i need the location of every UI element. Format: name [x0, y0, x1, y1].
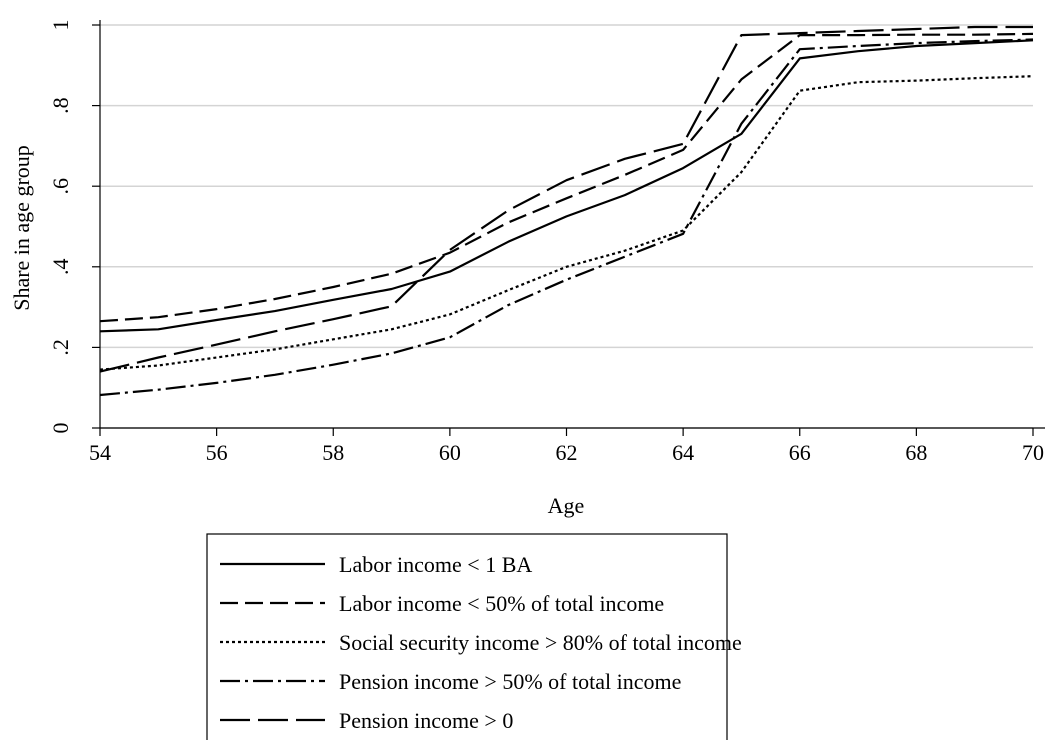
legend-label-3: Social security income > 80% of total in… — [339, 630, 742, 655]
y-axis-label: Share in age group — [9, 145, 34, 311]
y-tick-label: .2 — [48, 339, 73, 356]
legend-box — [206, 533, 728, 740]
series-line-5 — [99, 25, 1033, 373]
series-line-3 — [99, 75, 1034, 371]
y-tick-label: 1 — [48, 20, 73, 31]
x-tick-label: 68 — [905, 440, 927, 465]
legend-label-4: Pension income > 50% of total income — [339, 669, 681, 694]
x-tick-label: 54 — [89, 440, 111, 465]
legend-label-5: Pension income > 0 — [339, 708, 513, 733]
x-tick-label: 60 — [439, 440, 461, 465]
series-lines — [99, 25, 1034, 397]
legend: Labor income < 1 BA Labor income < 50% of… — [206, 533, 742, 740]
x-tick-label: 56 — [206, 440, 228, 465]
y-tick-label: .8 — [48, 97, 73, 114]
x-tick-label: 66 — [789, 440, 811, 465]
legend-label-2: Labor income < 50% of total income — [339, 591, 664, 616]
x-axis-label: Age — [548, 493, 585, 518]
y-tick-label: 0 — [48, 423, 73, 434]
series-line-2 — [99, 32, 1034, 323]
x-tick-label: 70 — [1022, 440, 1044, 465]
y-tick-label: .4 — [48, 259, 73, 276]
x-tick-label: 64 — [672, 440, 694, 465]
axes: 0 .2 .4 .6 .8 1 54 56 58 60 62 64 66 68 70 — [48, 20, 1045, 465]
y-tick-label: .6 — [48, 178, 73, 195]
series-line-4 — [99, 38, 1034, 397]
x-tick-label: 62 — [556, 440, 578, 465]
x-tick-label: 58 — [322, 440, 344, 465]
series-line-1 — [99, 39, 1034, 333]
legend-label-1: Labor income < 1 BA — [339, 552, 532, 577]
